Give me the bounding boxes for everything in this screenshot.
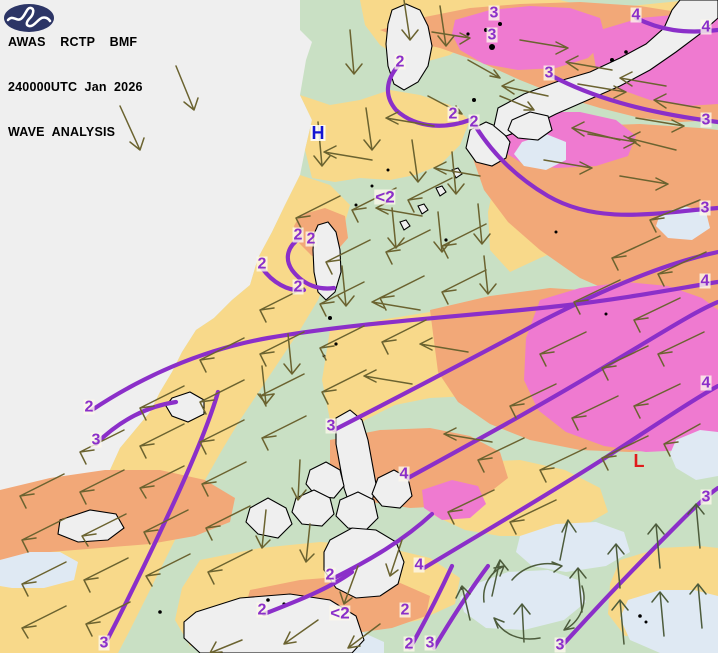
contour-label: 2 bbox=[83, 398, 95, 416]
contour-label: <2 bbox=[329, 603, 351, 623]
contour-label: 3 bbox=[325, 417, 337, 435]
contour-label: 3 bbox=[98, 634, 110, 652]
contour-label: 3 bbox=[424, 634, 436, 652]
contour-label: <2 bbox=[374, 187, 396, 207]
contour-label: 4 bbox=[413, 556, 425, 574]
contour-label: 2 bbox=[468, 113, 480, 131]
contour-label: 2 bbox=[256, 601, 268, 619]
high-pressure-symbol: H bbox=[310, 123, 326, 143]
contour-label: 2 bbox=[403, 635, 415, 653]
contour-label: 2 bbox=[305, 230, 317, 248]
contour-label: 2 bbox=[394, 53, 406, 71]
low-pressure-symbol: L bbox=[633, 451, 645, 471]
contour-label: 4 bbox=[700, 374, 712, 392]
contour-label: 3 bbox=[554, 636, 566, 653]
continent-landmass bbox=[0, 0, 312, 540]
chart-header: AWAS RCTP BMF 240000UTC Jan 2026 WAVE AN… bbox=[8, 5, 143, 170]
header-line-2: 240000UTC Jan 2026 bbox=[8, 80, 143, 94]
contour-label: 2 bbox=[447, 105, 459, 123]
coastlines bbox=[57, 0, 718, 653]
contour-label: 3 bbox=[543, 64, 555, 82]
contour-label: 4 bbox=[699, 272, 711, 290]
contour-label: 3 bbox=[699, 199, 711, 217]
contour-label: 3 bbox=[486, 26, 498, 44]
header-line-1: AWAS RCTP BMF bbox=[8, 35, 138, 49]
contour-label: 3 bbox=[700, 488, 712, 506]
contour-label: 4 bbox=[700, 18, 712, 36]
contour-label: 4 bbox=[630, 6, 642, 24]
contour-label: 3 bbox=[700, 111, 712, 129]
agency-logo bbox=[4, 4, 54, 32]
contour-label: 3 bbox=[488, 4, 500, 22]
contour-label: 2 bbox=[292, 226, 304, 244]
contour-label: 4 bbox=[398, 465, 410, 483]
wave-direction-arrows bbox=[19, 0, 707, 653]
contour-label: 3 bbox=[90, 431, 102, 449]
contour-label: 2 bbox=[256, 255, 268, 273]
contour-label: 2 bbox=[292, 278, 304, 296]
contour-label: 2 bbox=[324, 566, 336, 584]
header-line-3: WAVE ANALYSIS bbox=[8, 125, 116, 139]
contour-label: 2 bbox=[399, 601, 411, 619]
